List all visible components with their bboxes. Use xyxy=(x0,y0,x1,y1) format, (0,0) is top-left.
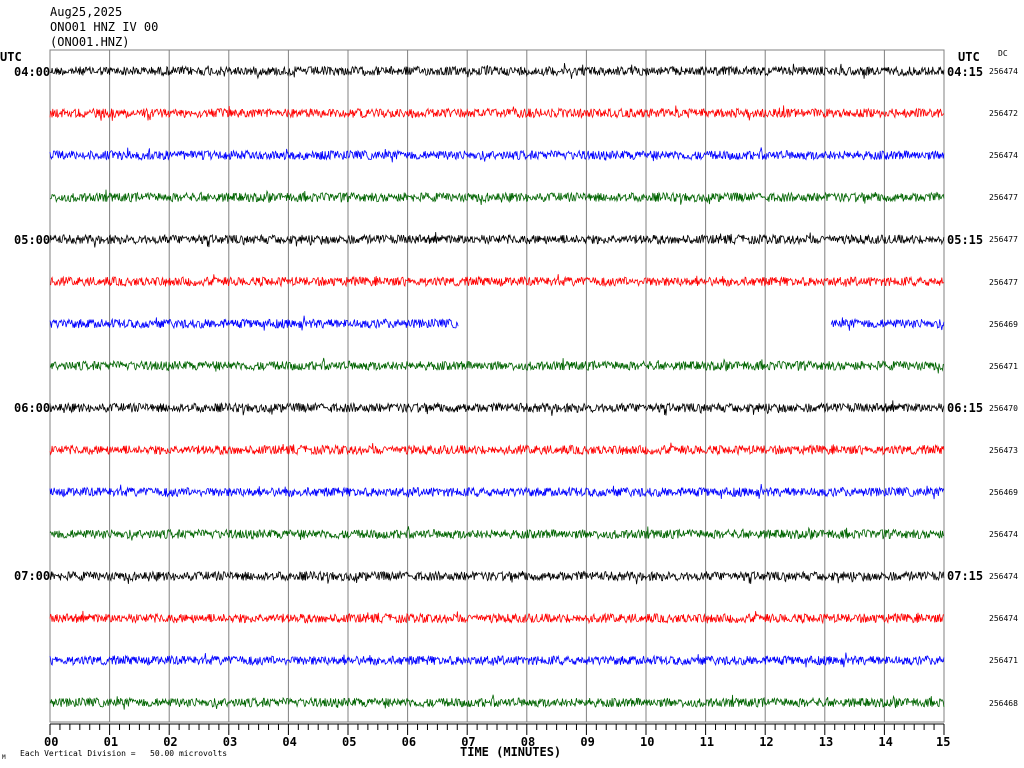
dc-value: 256469 xyxy=(989,488,1018,497)
trace-line xyxy=(49,62,945,80)
x-tick-label: 09 xyxy=(580,735,595,749)
dc-value: 256472 xyxy=(989,109,1018,119)
dc-value: 256477 xyxy=(989,277,1018,287)
right-time-label: 06:15 xyxy=(947,401,984,415)
utc-left-label: UTC xyxy=(0,50,22,64)
trace-line xyxy=(49,484,945,500)
time-axis xyxy=(49,723,945,735)
left-time-label: 06:00 xyxy=(14,401,51,415)
x-tick-label: 00 xyxy=(44,735,59,749)
x-tick-label: 03 xyxy=(222,735,238,749)
trace-line xyxy=(49,400,945,416)
dc-value: 256471 xyxy=(989,656,1018,666)
trace-line xyxy=(49,274,945,288)
dc-value: 256470 xyxy=(989,403,1018,413)
x-tick-label: 06 xyxy=(401,735,417,749)
dc-value: 256468 xyxy=(989,698,1018,708)
dc-label: DC xyxy=(998,49,1008,58)
header-date: Aug25,2025 xyxy=(50,5,123,19)
utc-right-label: UTC xyxy=(958,50,980,64)
trace-line xyxy=(49,570,945,585)
plot-grid xyxy=(49,49,945,723)
x-tick-label: 13 xyxy=(818,735,834,749)
x-tick-label: 01 xyxy=(103,735,119,749)
dc-value: 256474 xyxy=(989,530,1018,540)
trace-line xyxy=(49,315,945,331)
dc-value: 256474 xyxy=(989,151,1018,161)
dc-value: 256477 xyxy=(989,193,1018,203)
x-tick-label: 05 xyxy=(342,735,357,749)
dc-value: 256471 xyxy=(989,361,1018,371)
trace-line xyxy=(49,357,945,374)
right-time-label: 04:15 xyxy=(947,65,984,79)
x-tick-label: 10 xyxy=(640,735,655,749)
trace-line xyxy=(49,147,945,163)
dc-value: 256473 xyxy=(989,445,1018,455)
dc-value: 256469 xyxy=(989,319,1018,329)
traces xyxy=(49,62,945,710)
x-tick-label: 12 xyxy=(759,735,774,749)
left-time-label: 07:00 xyxy=(14,569,51,583)
trace-line xyxy=(49,231,945,248)
left-time-label: 04:00 xyxy=(14,65,51,79)
x-tick-label: 07 xyxy=(461,735,476,749)
x-tick-label: 02 xyxy=(163,735,178,749)
scale-note: Each Vertical Division = 50.00 microvolt… xyxy=(20,749,228,758)
right-time-label: 05:15 xyxy=(947,233,984,247)
corner-mark: M xyxy=(2,754,6,761)
x-tick-label: 04 xyxy=(282,735,297,749)
dc-value: 256474 xyxy=(989,614,1018,624)
left-time-label: 05:00 xyxy=(14,233,51,247)
trace-line xyxy=(49,526,945,541)
header-station: ONO01 HNZ IV 00 xyxy=(50,20,159,34)
dc-value: 256474 xyxy=(989,67,1018,76)
plot-frame xyxy=(49,49,945,723)
trace-line xyxy=(49,105,945,121)
dc-value: 256474 xyxy=(989,572,1018,582)
trace-line xyxy=(49,694,945,710)
trace-line xyxy=(49,189,945,206)
dc-value: 256477 xyxy=(989,235,1018,245)
x-axis-label: TIME (MINUTES) xyxy=(460,745,562,759)
trace-line xyxy=(49,442,945,456)
x-tick-label: 14 xyxy=(878,735,893,749)
x-tick-label: 15 xyxy=(936,735,951,749)
x-tick-label: 11 xyxy=(699,735,715,749)
header-channel: (ONO01.HNZ) xyxy=(50,35,130,49)
trace-line xyxy=(49,610,945,625)
right-time-label: 07:15 xyxy=(947,569,984,583)
trace-line xyxy=(49,652,945,668)
x-tick-label: 08 xyxy=(520,735,536,749)
